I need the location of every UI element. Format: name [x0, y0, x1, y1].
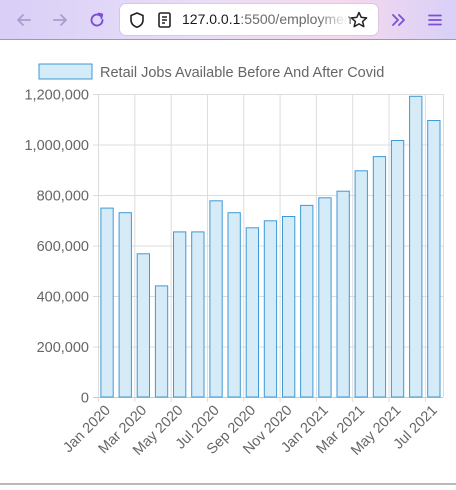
bar-may-2021[interactable]: [390, 140, 405, 398]
bar-apr-2021[interactable]: [372, 156, 387, 398]
browser-toolbar: 127.0.0.1:5500/employmen: [0, 0, 456, 40]
star-icon[interactable]: [349, 10, 369, 30]
reload-button[interactable]: [83, 6, 111, 34]
extensions-button[interactable]: [385, 6, 413, 34]
window-bottom-edge: [0, 483, 456, 485]
bar-jul-2020[interactable]: [209, 200, 223, 398]
bar-aug-2020[interactable]: [227, 212, 241, 398]
shield-icon[interactable]: [128, 11, 146, 29]
back-button[interactable]: [10, 6, 38, 34]
bar-feb-2021[interactable]: [336, 190, 350, 398]
bar-jun-2020[interactable]: [191, 231, 205, 398]
menu-icon: [428, 14, 442, 26]
bar-may-2020[interactable]: [173, 231, 187, 398]
bar-sep-2020[interactable]: [245, 227, 259, 398]
bars: [100, 95, 441, 398]
y-tick-label: 800,000: [37, 189, 89, 205]
bar-jun-2021[interactable]: [409, 95, 423, 398]
url-fade: [318, 4, 348, 35]
bar-mar-2021[interactable]: [354, 170, 368, 398]
legend-swatch: [38, 63, 93, 80]
forward-button[interactable]: [46, 6, 74, 34]
y-tick-label: 1,000,000: [24, 138, 89, 154]
address-bar[interactable]: 127.0.0.1:5500/employmen: [120, 4, 378, 35]
page-info-icon[interactable]: [156, 11, 174, 29]
forward-arrow-icon: [53, 14, 67, 26]
y-tick-label: 1,200,000: [24, 88, 89, 104]
bar-dec-2020[interactable]: [300, 204, 314, 398]
bar-apr-2020[interactable]: [154, 285, 169, 398]
y-axis-ticks: 1,200,000 1,000,000 800,000 600,000 400,000 2…: [24, 88, 89, 407]
bar-jul-2021[interactable]: [427, 120, 441, 398]
bar-feb-2020[interactable]: [118, 212, 132, 398]
bar-nov-2020[interactable]: [282, 216, 296, 398]
legend-label: Retail Jobs Available Before And After C…: [100, 65, 384, 81]
retail-jobs-bar-chart: 1,200,000 1,000,000 800,000 600,000 400,000 2…: [24, 63, 444, 459]
bar-oct-2020[interactable]: [263, 220, 278, 398]
menu-button[interactable]: [421, 6, 449, 34]
bar-jan-2020[interactable]: [100, 207, 114, 398]
bar-mar-2020[interactable]: [136, 253, 150, 398]
reload-icon: [90, 12, 104, 27]
extensions-chevron-icon: [392, 14, 405, 26]
y-tick-label: 600,000: [37, 239, 89, 255]
bar-jan-2021[interactable]: [318, 197, 332, 398]
back-arrow-icon: [17, 14, 31, 26]
url-host: 127.0.0.1: [182, 11, 241, 27]
legend[interactable]: Retail Jobs Available Before And After C…: [38, 63, 384, 81]
chart-container: 1,200,000 1,000,000 800,000 600,000 400,000 2…: [0, 40, 456, 485]
y-tick-label: 0: [81, 391, 89, 407]
y-tick-label: 200,000: [37, 340, 89, 356]
y-tick-label: 400,000: [37, 290, 89, 306]
